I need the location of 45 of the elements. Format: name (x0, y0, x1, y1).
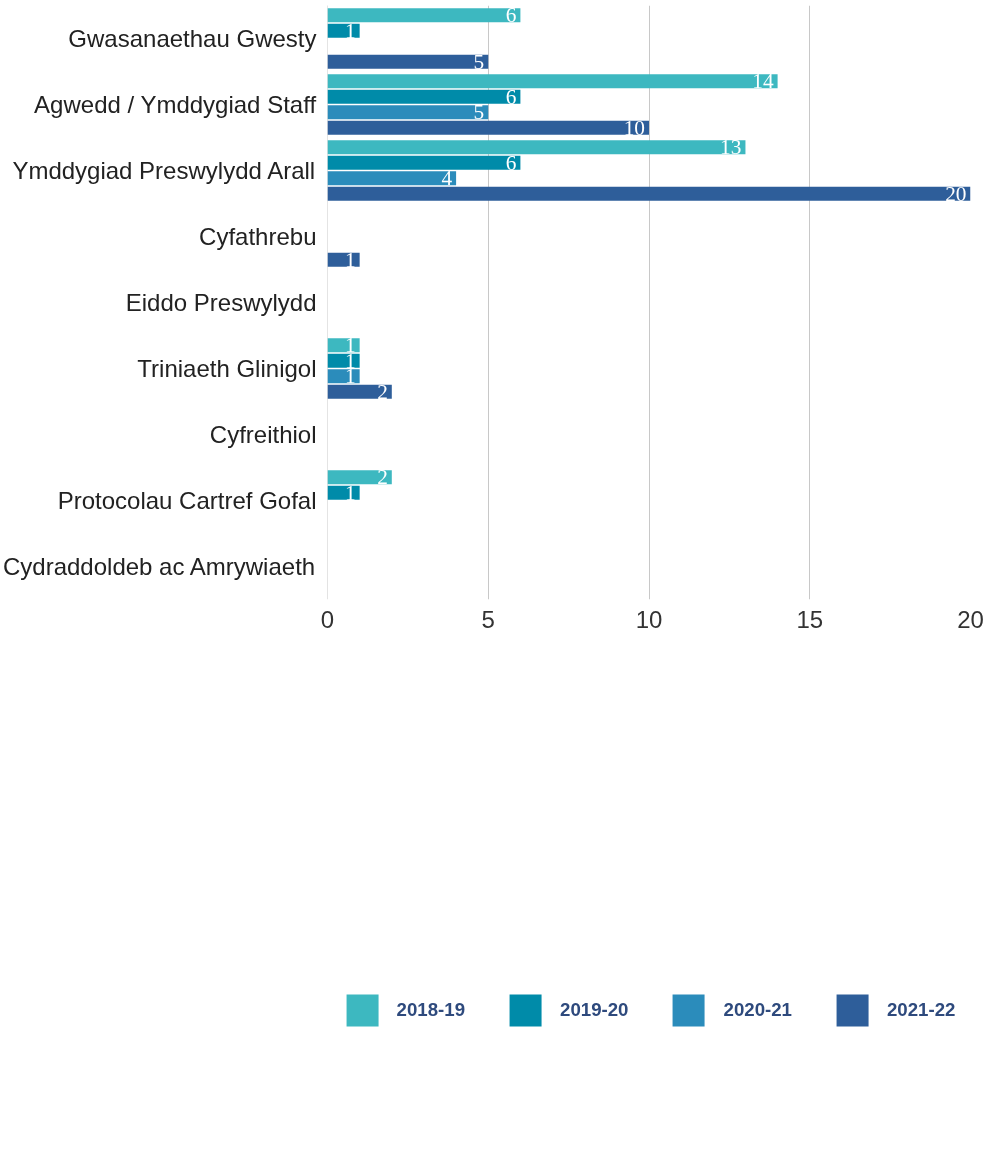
data-label: 4 (441, 166, 453, 191)
bar (327, 74, 778, 89)
bar (327, 384, 392, 399)
x-tick-label: 15 (796, 605, 824, 633)
bar (327, 89, 521, 104)
data-label: 1 (344, 247, 356, 272)
bar (327, 140, 746, 155)
y-tick-label: Cyfreithiol (209, 421, 317, 448)
y-tick-label: Agwedd / Ymddygiad Staff (34, 91, 317, 118)
bar (327, 8, 521, 23)
data-label: 2 (377, 465, 388, 490)
y-tick-label: Triniaeth Glinigol (137, 355, 317, 382)
bar (327, 120, 649, 135)
y-tick-label: Protocolau Cartref Gofal (57, 487, 317, 514)
data-label: 1 (344, 18, 356, 43)
bar (327, 186, 971, 201)
bar (327, 54, 489, 69)
data-label: 1 (344, 480, 356, 505)
data-label: 13 (720, 135, 742, 160)
x-tick-label: 5 (481, 605, 495, 633)
data-label: 20 (945, 181, 967, 206)
data-label: 14 (752, 69, 774, 94)
data-label: 2 (377, 379, 388, 404)
x-tick-label: 20 (957, 605, 984, 633)
bar (327, 470, 392, 485)
legend-label: 2021-22 (886, 999, 956, 1021)
data-label: 6 (505, 150, 517, 175)
data-label: 6 (505, 84, 517, 109)
legend-label: 2019-20 (560, 999, 629, 1021)
bar (327, 105, 489, 120)
data-label: 10 (623, 115, 645, 140)
y-tick-label: Gwasanaethau Gwesty (68, 25, 317, 52)
legend-label: 2020-21 (723, 999, 792, 1021)
y-tick-label: Cyfathrebu (199, 223, 317, 250)
data-label: 5 (473, 49, 485, 74)
data-label: 5 (473, 100, 485, 125)
bar (327, 155, 521, 170)
data-label: 6 (505, 3, 517, 28)
legend-label: 2018-19 (396, 999, 466, 1021)
x-tick-label: 0 (320, 605, 335, 633)
y-tick-label: Cydraddoldeb ac Amrywiaeth (3, 553, 316, 580)
y-tick-label: Eiddo Preswylydd (125, 289, 317, 316)
y-tick-label: Ymddygiad Preswylydd Arall (12, 157, 316, 184)
bar (327, 171, 457, 186)
x-tick-label: 10 (635, 605, 663, 633)
